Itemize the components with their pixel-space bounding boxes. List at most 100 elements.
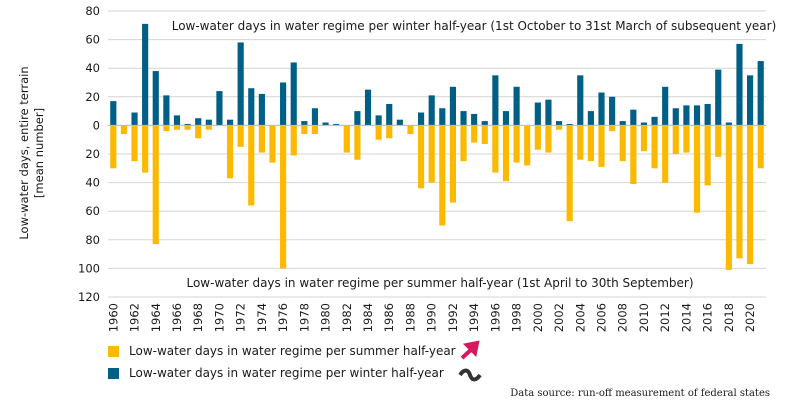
x-tick-label: 2016 xyxy=(701,303,715,332)
bar-summer-1971 xyxy=(226,125,234,179)
y-axis-ticks: 80 60 40 20 0 20 40 60 80 100 120 xyxy=(78,4,100,304)
bar-winter-1989 xyxy=(418,112,425,126)
bar-summer-1961 xyxy=(120,125,127,134)
legend-summer-swatch xyxy=(108,345,119,357)
x-tick-label: 1994 xyxy=(467,303,481,332)
x-tick-label: 1984 xyxy=(361,303,375,332)
bar-summer-2005 xyxy=(587,125,594,162)
bar-summer-1986 xyxy=(386,125,393,139)
bar-summer-1977 xyxy=(290,125,297,156)
summer-banner: Low-water days in water regime per summe… xyxy=(186,276,693,290)
bar-summer-2010 xyxy=(640,125,648,152)
bar-winter-2020 xyxy=(747,75,754,126)
bar-summer-1968 xyxy=(195,125,202,139)
bar-summer-1991 xyxy=(439,125,446,226)
bar-winter-2011 xyxy=(651,116,658,126)
bar-summer-1983 xyxy=(354,125,361,160)
bar-summer-2004 xyxy=(577,125,584,160)
bar-winter-2017 xyxy=(715,69,722,126)
bar-winter-2013 xyxy=(672,108,679,126)
bar-summer-2011 xyxy=(651,125,658,169)
legend-summer: Low-water days in water regime per summe… xyxy=(108,344,456,358)
bar-summer-2009 xyxy=(630,125,637,185)
x-tick-label: 2002 xyxy=(552,303,566,332)
bar-winter-1986 xyxy=(386,103,393,126)
bar-winter-2021 xyxy=(757,61,764,126)
bar-winter-1995 xyxy=(481,121,488,126)
bar-summer-1979 xyxy=(311,125,319,134)
bar-summer-2001 xyxy=(545,125,552,153)
x-tick-label: 2020 xyxy=(743,303,757,332)
bar-winter-1977 xyxy=(290,62,297,126)
bar-winter-2016 xyxy=(704,103,711,126)
data-source: Data source: run-off measurement of fede… xyxy=(510,388,770,399)
bar-summer-2008 xyxy=(619,125,626,162)
bar-winter-1984 xyxy=(364,89,372,126)
bar-summer-1994 xyxy=(471,125,478,143)
bar-winter-1966 xyxy=(173,115,181,126)
bar-winter-2010 xyxy=(640,122,648,126)
bar-winter-1967 xyxy=(184,123,191,126)
bar-summer-2018 xyxy=(725,125,732,270)
bar-winter-2018 xyxy=(725,122,732,126)
bar-winter-2008 xyxy=(619,121,626,126)
bar-summer-1988 xyxy=(407,125,414,134)
bar-winter-2007 xyxy=(609,96,616,126)
bar-winter-2009 xyxy=(630,109,637,126)
bar-summer-1963 xyxy=(142,125,149,173)
bar-summer-2014 xyxy=(683,125,690,153)
x-tick-label: 1972 xyxy=(234,303,248,332)
bar-summer-2002 xyxy=(555,125,563,130)
bar-summer-1960 xyxy=(110,125,117,169)
bar-winter-1968 xyxy=(195,118,202,126)
bar-winter-1972 xyxy=(237,42,244,126)
bar-winter-2015 xyxy=(693,105,701,126)
x-tick-label: 1986 xyxy=(382,303,396,332)
trend-up-arrow-icon xyxy=(460,340,480,360)
bar-summer-1964 xyxy=(152,125,159,245)
x-axis-ticks: 1960 1962 1964 1966 1968 1970 1972 1974 1976 1978… xyxy=(106,303,757,332)
bar-winter-1969 xyxy=(205,119,212,126)
bar-winter-1971 xyxy=(226,119,234,126)
y-tick-label: 100 xyxy=(78,261,100,275)
bars xyxy=(110,23,764,270)
bar-summer-2020 xyxy=(747,125,754,265)
y-axis-label-line1: Low-water days, entire terrain xyxy=(17,66,31,239)
bar-summer-1995 xyxy=(481,125,488,144)
bar-winter-1970 xyxy=(216,91,223,126)
bar-summer-1990 xyxy=(428,125,435,183)
bar-summer-1969 xyxy=(205,125,212,130)
bar-winter-2012 xyxy=(662,86,669,126)
bar-summer-2000 xyxy=(534,125,541,150)
bar-winter-1981 xyxy=(333,123,340,126)
bar-winter-1993 xyxy=(460,111,467,126)
bar-winter-2003 xyxy=(566,123,573,126)
bar-winter-1997 xyxy=(502,111,510,126)
x-tick-label: 2010 xyxy=(637,303,651,332)
bar-summer-1965 xyxy=(163,125,170,132)
bar-winter-1992 xyxy=(449,86,456,126)
x-tick-label: 1980 xyxy=(319,303,333,332)
legend-winter: Low-water days in water regime per winte… xyxy=(108,366,444,380)
y-axis-label-line2: [mean number] xyxy=(32,108,46,198)
y-tick-label: 0 xyxy=(93,118,100,132)
bar-winter-1990 xyxy=(428,95,435,126)
y-tick-label: 40 xyxy=(85,61,100,75)
x-tick-label: 2018 xyxy=(722,303,736,332)
trend-sideways-wave-icon xyxy=(458,368,482,382)
x-tick-label: 1970 xyxy=(212,303,226,332)
bar-summer-1985 xyxy=(375,125,382,140)
bar-summer-2021 xyxy=(757,125,764,169)
y-tick-label: 80 xyxy=(85,233,100,247)
y-tick-label: 60 xyxy=(85,33,100,47)
legend-winter-label: Low-water days in water regime per winte… xyxy=(129,366,444,380)
bar-summer-2013 xyxy=(672,125,679,154)
y-tick-label: 20 xyxy=(85,90,100,104)
x-tick-label: 2008 xyxy=(616,303,630,332)
bar-winter-1983 xyxy=(354,111,361,126)
bar-winter-1980 xyxy=(322,122,329,126)
x-tick-label: 1990 xyxy=(425,303,439,332)
bar-winter-1994 xyxy=(471,113,478,126)
bar-summer-1973 xyxy=(248,125,255,206)
bar-summer-2017 xyxy=(715,125,722,157)
